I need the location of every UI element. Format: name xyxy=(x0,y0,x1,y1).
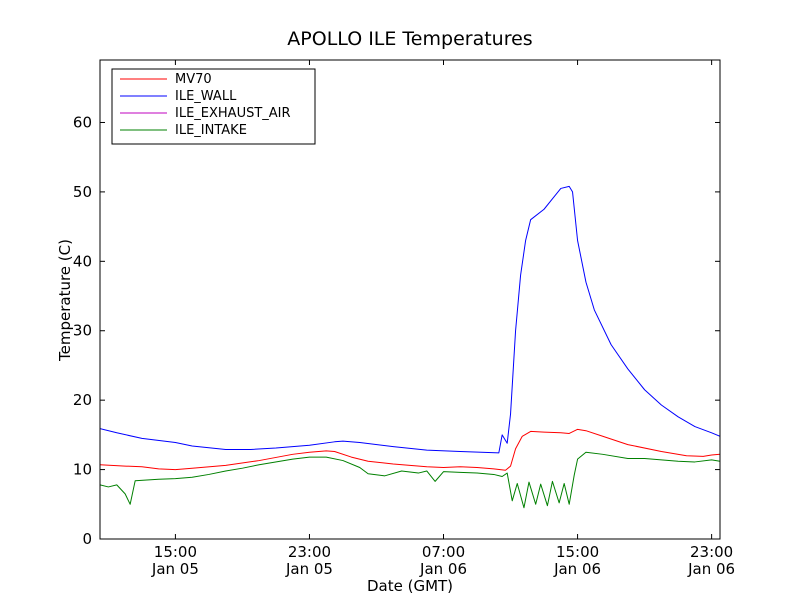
plot-frame xyxy=(99,59,721,540)
x-tick-label-date: Jan 06 xyxy=(419,560,467,578)
y-tick-label: 20 xyxy=(73,391,92,409)
x-tick-label-time: 15:00 xyxy=(556,543,599,561)
x-axis-label: Date (GMT) xyxy=(367,577,453,595)
x-tick-label-date: Jan 06 xyxy=(553,560,601,578)
legend-label: ILE_INTAKE xyxy=(175,123,247,138)
series-line-ile-wall xyxy=(100,185,720,454)
y-tick-label: 40 xyxy=(73,252,92,270)
x-tick-label-time: 07:00 xyxy=(422,543,465,561)
y-tick-label: 50 xyxy=(73,183,92,201)
chart-title: APOLLO ILE Temperatures xyxy=(287,28,532,50)
legend-label: ILE_WALL xyxy=(175,89,237,104)
y-axis-label: Temperature (C) xyxy=(56,239,74,362)
y-tick-label: 10 xyxy=(73,461,92,479)
legend-label: MV70 xyxy=(175,72,212,87)
legend-box xyxy=(111,68,316,145)
y-tick-label: 0 xyxy=(82,530,92,548)
legend: MV70 ILE_WALL ILE_EXHAUST_AIR ILE_INTAKE xyxy=(111,68,316,145)
plot-area xyxy=(100,185,720,509)
series-line-ile-intake xyxy=(100,451,720,509)
y-tick-label: 60 xyxy=(73,113,92,131)
legend-label: ILE_EXHAUST_AIR xyxy=(175,106,291,121)
x-tick-label-time: 23:00 xyxy=(288,543,331,561)
series-line-mv70 xyxy=(100,428,720,471)
x-tick-label-time: 23:00 xyxy=(690,543,733,561)
x-tick-label-time: 15:00 xyxy=(154,543,197,561)
x-tick-label-date: Jan 05 xyxy=(151,560,199,578)
x-tick-label-date: Jan 05 xyxy=(285,560,333,578)
y-tick-label: 30 xyxy=(73,322,92,340)
x-tick-label-date: Jan 06 xyxy=(687,560,735,578)
